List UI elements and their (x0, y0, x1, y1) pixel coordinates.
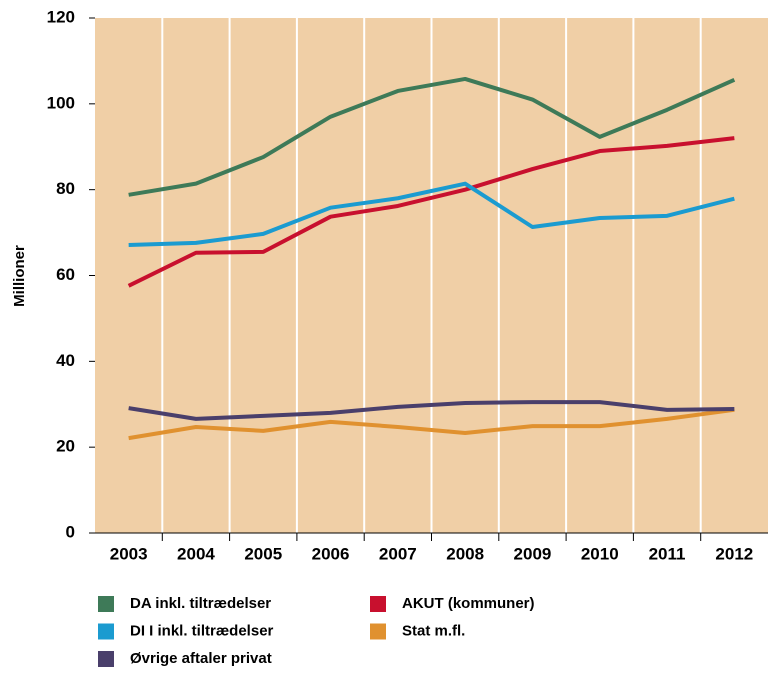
y-tick-label: 0 (66, 522, 75, 541)
legend-swatch (98, 623, 114, 640)
x-tick-label: 2006 (312, 544, 350, 563)
line (128, 407, 735, 441)
legend-label: DA inkl. tiltrædelser (130, 595, 271, 612)
legend-label: Stat m.fl. (402, 622, 465, 639)
line (127, 136, 735, 288)
line (128, 76, 736, 197)
legend-swatch (98, 596, 114, 612)
x-tick-label: 2007 (379, 544, 417, 563)
y-tick-label: 120 (47, 7, 75, 26)
x-tick-label: 2012 (715, 544, 753, 563)
y-tick-label: 100 (47, 93, 75, 112)
x-tick-label: 2003 (110, 544, 148, 563)
y-tick-label: 40 (56, 351, 75, 370)
legend-swatch (370, 623, 386, 640)
x-tick-label: 2005 (244, 544, 282, 563)
x-tick-label: 2009 (514, 544, 552, 563)
x-tick-label: 2010 (581, 544, 619, 563)
y-tick-label: 80 (56, 179, 75, 198)
line (128, 181, 735, 248)
legend-swatch (370, 596, 386, 612)
y-axis-label: Millioner (11, 245, 28, 307)
legend-swatch (98, 651, 114, 667)
x-tick-label: 2004 (177, 544, 215, 563)
legend-label: Øvrige aftaler privat (130, 650, 272, 667)
x-tick-label: 2011 (649, 544, 686, 563)
legend-label: AKUT (kommuner) (402, 595, 535, 612)
x-tick-label: 2008 (446, 544, 484, 563)
y-tick-label: 20 (56, 437, 75, 456)
y-tick-label: 60 (56, 265, 75, 284)
line (128, 400, 735, 421)
legend-label: DI I inkl. tiltrædelser (130, 622, 274, 639)
